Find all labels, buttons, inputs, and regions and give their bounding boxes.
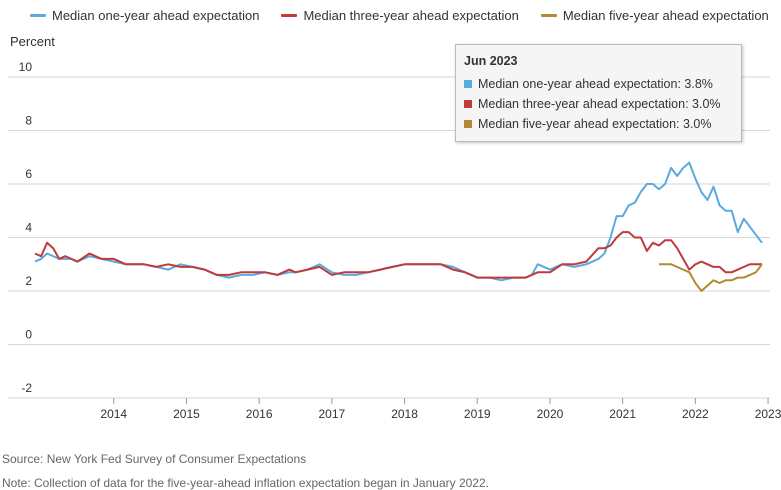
x-tick-label: 2020	[537, 407, 564, 421]
legend-label-one-year: Median one-year ahead expectation	[52, 8, 260, 23]
y-tick-label: -2	[21, 381, 32, 395]
tooltip-title: Jun 2023	[464, 54, 518, 68]
x-tick-label: 2023	[755, 407, 781, 421]
y-axis-label: Percent	[10, 34, 55, 49]
y-tick-label: 2	[25, 274, 32, 288]
legend-swatch-five-year	[540, 14, 557, 17]
tooltip-text-five-year: Median five-year ahead expectation: 3.0%	[478, 117, 712, 131]
tooltip-swatch-one-year	[464, 80, 472, 88]
tooltip-row-three-year: Median three-year ahead expectation: 3.0…	[464, 97, 721, 111]
y-tick-label: 6	[25, 167, 32, 181]
legend-swatch-one-year	[30, 14, 46, 17]
y-tick-label: 8	[25, 114, 32, 128]
tooltip-text-three-year: Median three-year ahead expectation: 3.0…	[478, 97, 721, 111]
series-one-year-line[interactable]	[34, 161, 763, 282]
legend: Median one-year ahead expectation Median…	[30, 8, 781, 23]
x-tick-label: 2015	[173, 407, 200, 421]
legend-item-five-year[interactable]: Median five-year ahead expectation	[540, 8, 769, 23]
x-axis-ticks: 2014 2015 2016 2017 2018 2019 2020 2021 2022 2023	[100, 398, 781, 421]
legend-item-three-year[interactable]: Median three-year ahead expectation	[281, 8, 519, 23]
y-tick-label: 0	[25, 328, 32, 342]
tooltip-text-one-year: Median one-year ahead expectation: 3.8%	[478, 77, 713, 91]
legend-label-five-year: Median five-year ahead expectation	[562, 8, 769, 23]
legend-item-one-year[interactable]: Median one-year ahead expectation	[30, 8, 259, 23]
x-tick-label: 2022	[682, 407, 709, 421]
x-tick-label: 2021	[609, 407, 636, 421]
y-tick-label: 4	[25, 221, 32, 235]
legend-swatch-three-year	[281, 14, 298, 17]
x-tick-label: 2018	[391, 407, 418, 421]
y-tick-label: 10	[19, 60, 33, 74]
series-lines	[34, 161, 763, 292]
source-note: Source: New York Fed Survey of Consumer …	[2, 452, 307, 466]
x-tick-label: 2014	[100, 407, 127, 421]
series-five-year-line[interactable]	[659, 263, 763, 292]
x-tick-label: 2019	[464, 407, 491, 421]
series-three-year-line[interactable]	[34, 231, 762, 279]
y-axis-ticks: -2 0 2 4 6 8 10	[19, 60, 33, 395]
x-tick-label: 2016	[246, 407, 273, 421]
x-tick-label: 2017	[319, 407, 346, 421]
tooltip-swatch-five-year	[464, 120, 472, 128]
tooltip-row-one-year: Median one-year ahead expectation: 3.8%	[464, 77, 713, 91]
tooltip-swatch-three-year	[464, 100, 472, 108]
collection-note: Note: Collection of data for the five-ye…	[2, 476, 489, 490]
gridlines	[8, 76, 770, 399]
hover-tooltip: Jun 2023 Median one-year ahead expectati…	[455, 44, 742, 142]
legend-label-three-year: Median three-year ahead expectation	[303, 8, 519, 23]
tooltip-row-five-year: Median five-year ahead expectation: 3.0%	[464, 117, 711, 131]
